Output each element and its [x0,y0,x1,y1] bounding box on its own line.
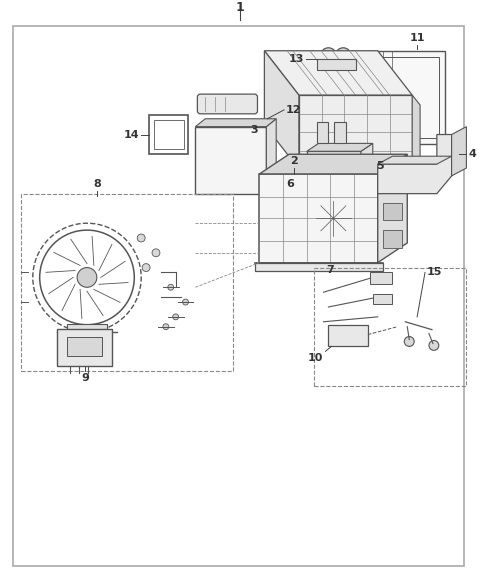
Text: 5: 5 [376,161,384,171]
Circle shape [429,340,439,350]
Bar [317,122,328,143]
Polygon shape [260,154,407,174]
Circle shape [137,234,145,242]
Polygon shape [299,95,412,169]
Polygon shape [264,51,412,95]
Circle shape [152,249,160,257]
Circle shape [173,314,179,320]
Bar [370,272,392,284]
Polygon shape [378,156,452,164]
Text: 2: 2 [290,156,298,166]
Circle shape [163,324,169,329]
Text: 8: 8 [93,179,101,189]
Bar [260,174,378,262]
Bar [67,336,102,356]
Bar [307,151,361,216]
Bar [149,115,189,154]
Text: 1: 1 [235,1,244,14]
Bar [254,262,383,271]
Text: 4: 4 [468,149,476,159]
Circle shape [404,336,414,346]
Text: 13: 13 [288,54,304,64]
Bar [374,57,439,139]
Circle shape [321,48,336,64]
Text: 7: 7 [326,265,334,275]
Bar [313,169,334,179]
Bar [373,294,393,304]
Bar [317,58,356,71]
Circle shape [168,284,174,290]
Bar [67,324,107,332]
Circle shape [336,48,351,64]
Polygon shape [307,143,373,151]
Text: 10: 10 [308,353,324,364]
Circle shape [339,52,347,60]
Text: 12: 12 [286,105,301,115]
Bar [335,122,346,143]
Text: 3: 3 [250,125,257,135]
Bar [328,325,368,346]
Circle shape [324,52,332,60]
Bar [383,230,402,248]
Polygon shape [266,118,276,194]
Polygon shape [195,118,276,127]
Text: 14: 14 [123,129,139,139]
Text: 6: 6 [286,179,294,189]
Polygon shape [452,127,467,176]
FancyBboxPatch shape [197,94,257,114]
Circle shape [327,212,339,224]
Text: 15: 15 [427,268,443,277]
Polygon shape [264,51,299,169]
Polygon shape [412,95,420,179]
Bar [383,202,402,220]
Text: 11: 11 [409,33,425,43]
Polygon shape [378,135,452,194]
Bar [58,329,112,366]
Circle shape [182,299,189,305]
Bar [358,169,378,179]
Bar [195,127,266,194]
Circle shape [77,268,97,287]
Text: 9: 9 [81,373,89,383]
Bar [368,51,445,144]
Bar [154,120,183,149]
Bar [313,268,467,386]
Circle shape [142,264,150,272]
Polygon shape [378,154,407,262]
Polygon shape [361,143,373,216]
Bar [21,194,233,371]
Bar [383,175,402,192]
